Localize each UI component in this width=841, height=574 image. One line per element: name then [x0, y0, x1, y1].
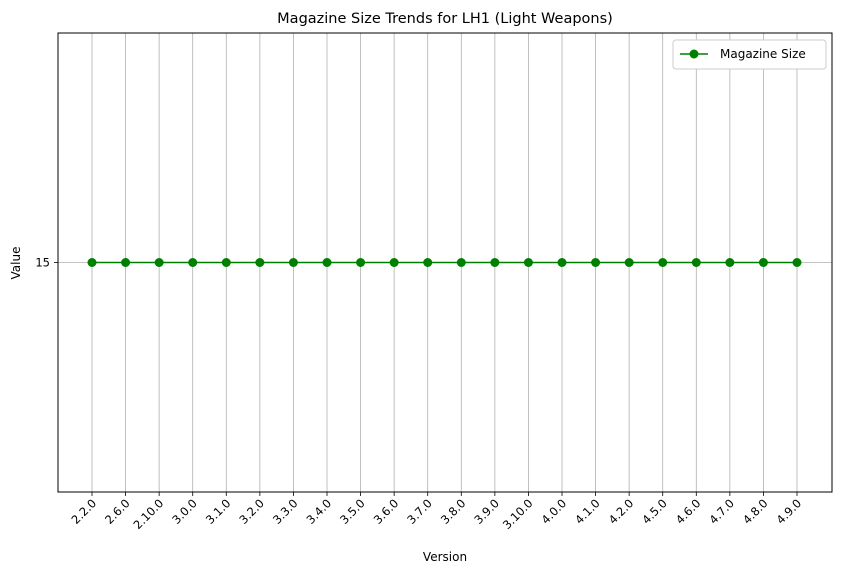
- data-point: [288, 258, 298, 267]
- data-point: [725, 258, 735, 267]
- data-point: [423, 258, 433, 267]
- data-point: [758, 258, 768, 267]
- series-group: [87, 258, 802, 267]
- data-point: [624, 258, 634, 267]
- x-axis-label: Version: [423, 550, 467, 564]
- data-point: [389, 258, 399, 267]
- data-point: [188, 258, 198, 267]
- data-point: [356, 258, 366, 267]
- data-point: [557, 258, 567, 267]
- data-point: [591, 258, 601, 267]
- data-point: [490, 258, 500, 267]
- legend-box: [672, 39, 827, 70]
- data-point: [456, 258, 466, 267]
- data-point: [154, 258, 164, 267]
- data-point: [691, 258, 701, 267]
- chart-title: Magazine Size Trends for LH1 (Light Weap…: [277, 11, 613, 27]
- y-axis-ticks: 15: [35, 256, 58, 270]
- data-point: [322, 258, 332, 267]
- data-point: [523, 258, 533, 267]
- legend-label: Magazine Size: [720, 47, 806, 61]
- legend-marker-swatch: [689, 49, 699, 59]
- data-point: [792, 258, 802, 267]
- y-tick-label: 15: [35, 256, 50, 270]
- data-point: [255, 258, 265, 267]
- legend: Magazine Size: [672, 39, 827, 70]
- y-axis-label: Value: [9, 247, 23, 280]
- data-point: [658, 258, 668, 267]
- data-point: [87, 258, 97, 267]
- data-point: [221, 258, 231, 267]
- data-point: [121, 258, 131, 267]
